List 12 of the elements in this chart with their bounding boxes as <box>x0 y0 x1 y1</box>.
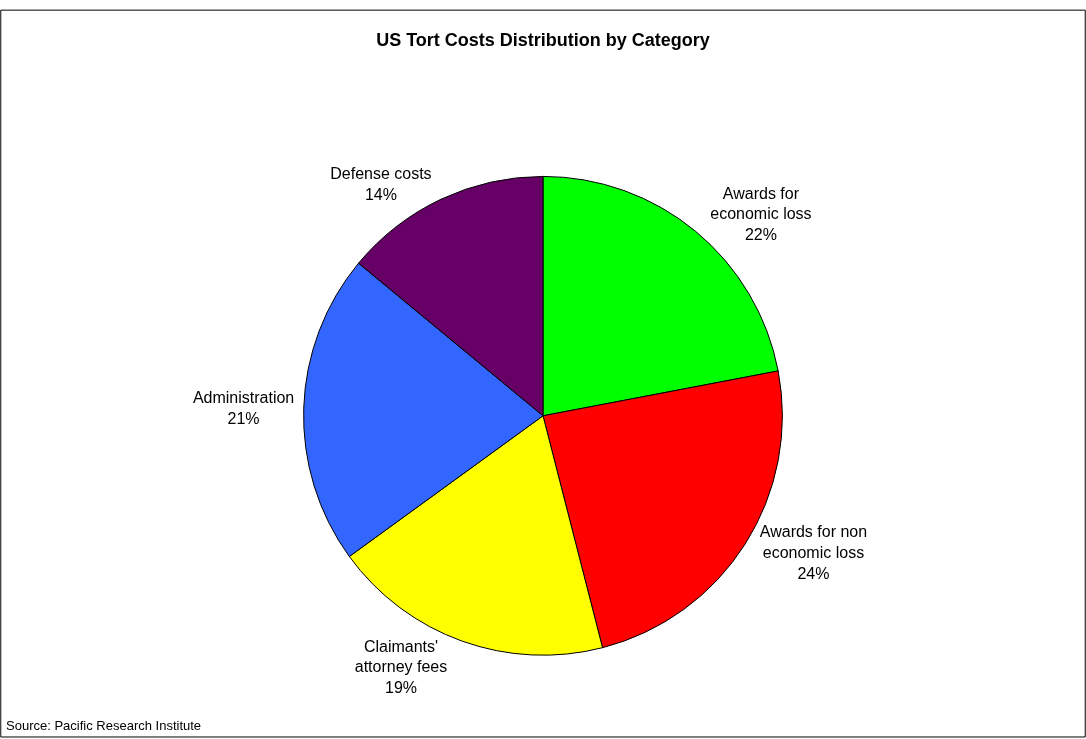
data-label: 14% <box>364 185 397 203</box>
data-label: 24% <box>797 564 830 582</box>
slice-label: Defense costs <box>330 164 432 182</box>
data-label: 21% <box>227 410 260 428</box>
chart-title: US Tort Costs Distribution by Category <box>376 29 710 50</box>
slice-label: Awards for economic loss <box>710 184 812 223</box>
slice-label: Claimants' attorney fees <box>354 637 448 676</box>
data-label: 22% <box>744 226 777 244</box>
source-note: Source: Pacific Research Institute <box>6 718 202 733</box>
slice-label: Awards for non economic loss <box>759 523 868 561</box>
slice-label: Administration <box>192 389 295 407</box>
data-label: 19% <box>384 679 418 697</box>
